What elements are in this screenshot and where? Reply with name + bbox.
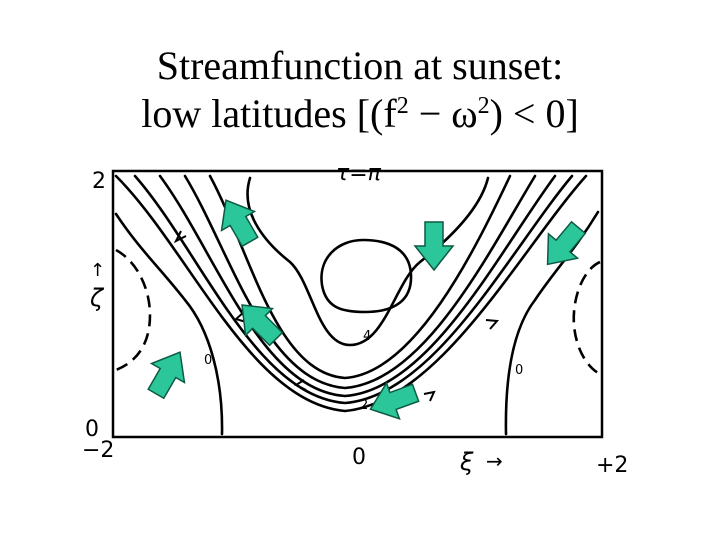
x-axis-right-label: +2 (596, 453, 628, 478)
title-superscript-2: 2 (477, 93, 490, 119)
dashed-contour-right (572, 260, 601, 376)
direction-marker (485, 319, 500, 330)
direction-marker (423, 390, 436, 402)
flow-arrow-icon (363, 374, 423, 428)
flow-arrow-icon (227, 290, 291, 354)
slide-title: Streamfunction at sunset: low latitudes … (0, 42, 720, 138)
title-superscript-1: 2 (396, 93, 409, 119)
contour-line (158, 174, 557, 398)
flow-arrow-icon (532, 214, 594, 278)
contour-line-left (114, 212, 224, 436)
contour-label-2: 2 (360, 398, 368, 413)
dashed-contours (115, 248, 601, 376)
contour-label-0-left: 0 (204, 353, 212, 368)
contour-line (133, 174, 574, 405)
title-text-c: ) < 0] (489, 91, 579, 136)
y-axis-top-label: 2 (92, 169, 106, 194)
y-axis-arrow: ↑ (90, 260, 105, 281)
direction-markers (173, 230, 500, 402)
direction-marker (233, 311, 247, 323)
direction-marker (293, 379, 307, 391)
plot-frame (111, 169, 604, 439)
time-label: τ=π (336, 161, 382, 186)
contour-lines (114, 174, 600, 436)
contour-label-4: 4 (363, 329, 371, 344)
x-axis-arrow: → (486, 449, 503, 473)
contour-line (114, 174, 588, 413)
title-line-2: low latitudes [(f2 − ω2) < 0] (0, 90, 720, 138)
flow-arrow-icon (138, 341, 198, 405)
x-axis-label: ξ (459, 448, 474, 476)
x-axis-left-label: −2 (82, 438, 114, 463)
contour-line-center (320, 238, 413, 314)
direction-marker (173, 230, 187, 244)
dashed-contour-left (115, 248, 152, 372)
y-axis-bottom-label: 0 (85, 417, 99, 442)
title-line-1: Streamfunction at sunset: (156, 43, 564, 88)
title-text-b: − ω (408, 91, 478, 136)
contour-line (208, 174, 512, 380)
title-text-a: low latitudes [(f (141, 91, 397, 136)
contour-line (183, 174, 537, 390)
y-axis-label: ζ (89, 284, 105, 312)
x-axis-center-label: 0 (352, 445, 366, 470)
contour-label-0-right: 0 (515, 363, 523, 378)
contour-line-closed (246, 176, 490, 347)
